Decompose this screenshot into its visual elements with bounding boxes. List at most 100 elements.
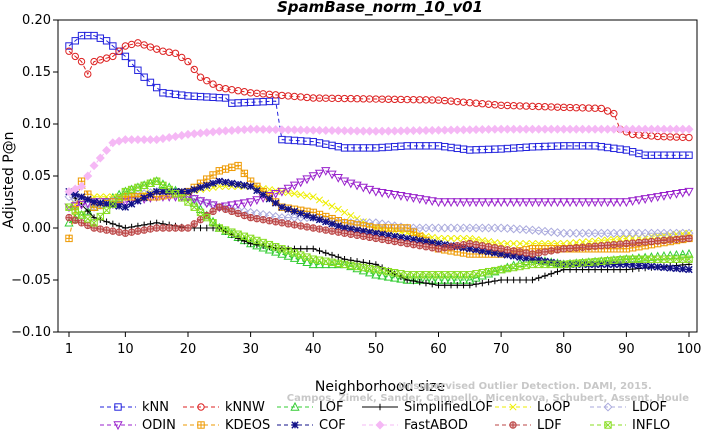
data-point [195,197,206,207]
data-point [446,223,456,233]
data-point [559,228,569,238]
legend-swatch-marker [290,401,300,411]
data-point [102,206,111,215]
data-point [203,213,211,222]
data-point [408,194,419,203]
data-point [534,124,544,134]
data-point [96,225,105,233]
data-point [296,125,306,135]
data-point [477,125,487,135]
data-point [578,228,588,238]
data-point [228,163,236,172]
data-point [178,224,186,232]
data-point [102,200,111,208]
data-point [302,257,312,267]
data-point [146,191,155,199]
data-point [196,215,205,224]
data-point [527,225,537,235]
data-point [178,194,186,202]
data-point [184,224,192,232]
y-tick-label: −0.10 [11,325,51,340]
data-point [146,78,155,87]
data-point [516,276,524,284]
data-point [597,241,606,250]
data-point [364,185,375,195]
data-point [578,124,588,134]
data-point [302,175,312,185]
data-point [446,198,456,208]
data-point [559,198,569,208]
data-point [428,244,436,252]
data-point [196,73,205,81]
data-point [458,198,469,208]
data-point [390,272,400,282]
legend-label: INFLO [632,418,670,433]
data-point [541,272,549,280]
data-point [671,124,681,134]
data-point [221,205,230,213]
data-point [77,193,86,201]
y-tick-label: 0.20 [22,13,51,28]
data-point [253,186,261,195]
data-point [478,241,487,250]
data-point [134,39,142,47]
data-point [684,187,694,197]
data-point [296,178,306,188]
data-point [446,125,456,135]
data-point [491,239,499,247]
data-point [365,233,374,242]
data-point [597,236,605,245]
data-point [115,228,123,236]
data-point [121,203,130,211]
x-tick-label: 30 [242,342,259,357]
data-point [653,263,662,271]
data-point [541,248,549,256]
data-point [585,243,593,251]
data-point [259,215,267,224]
legend-swatch-marker [291,421,299,429]
data-point [496,124,506,134]
data-point [484,243,493,251]
data-point [653,193,663,202]
data-point [647,255,656,263]
data-point [120,135,130,145]
data-point [102,145,112,155]
data-point [591,237,599,245]
legend-entry-cof: COF [277,418,346,433]
data-point [221,126,231,136]
data-point [496,198,506,208]
data-point [234,161,242,170]
data-point [610,260,618,269]
data-point [152,45,161,53]
x-tick-label: 60 [430,342,447,357]
data-point [427,125,437,135]
data-point [635,261,643,270]
data-point [452,223,462,233]
data-point [433,198,444,208]
data-point [215,203,224,211]
data-point [377,188,387,198]
data-point [522,240,530,248]
data-point [521,225,531,235]
data-point [328,202,336,210]
data-point [171,49,180,57]
data-point [202,199,212,209]
data-point [602,198,613,208]
data-point [666,231,674,239]
data-point [590,198,600,208]
data-point [609,124,619,134]
data-point [535,274,542,282]
data-point [534,249,543,257]
data-point [447,243,455,251]
data-point [521,198,531,208]
watermark-line-1: Campos, Zimek, Sander, Campello, Micenko… [287,393,689,404]
data-point [515,198,525,208]
data-point [422,271,430,279]
data-point [634,228,644,238]
data-point [634,124,644,134]
data-point [259,238,267,247]
x-tick-label: 100 [677,342,702,357]
legend-swatch-marker [376,403,384,411]
data-point [415,223,425,233]
data-point [503,246,512,254]
